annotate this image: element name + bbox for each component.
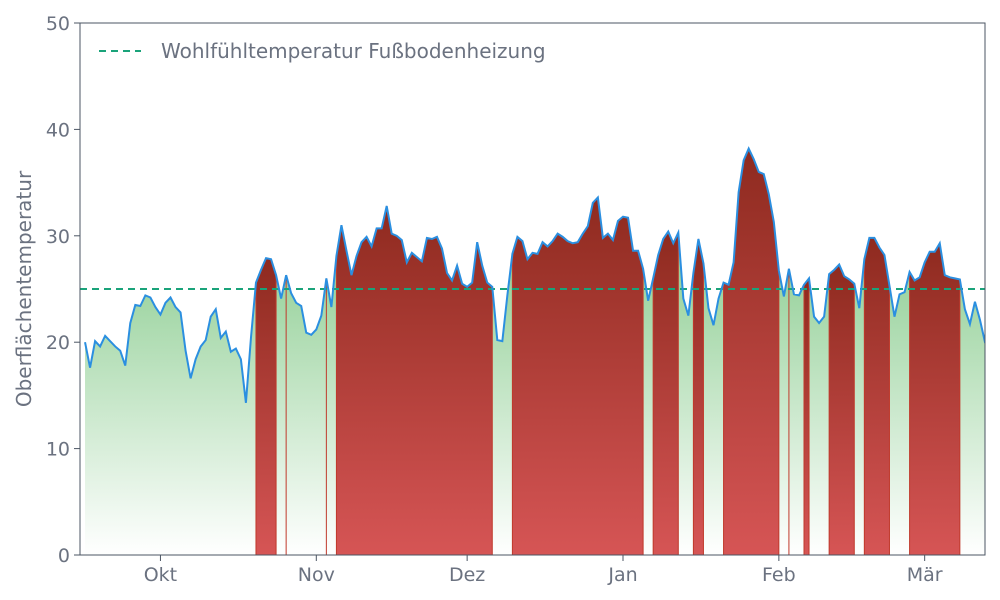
y-tick-label: 0: [58, 545, 70, 567]
y-tick-label: 40: [46, 119, 70, 141]
x-tick-label: Dez: [449, 564, 485, 586]
x-tick-label: Mär: [907, 564, 943, 586]
above-threshold-region: [863, 237, 890, 555]
legend: Wohlfühltemperatur Fußbodenheizung: [99, 39, 546, 63]
above-threshold-region: [255, 257, 277, 555]
x-tick-label: Nov: [298, 564, 335, 586]
y-axis-title: Oberflächentemperatur: [12, 170, 36, 407]
x-tick-label: Feb: [762, 564, 796, 586]
legend-threshold-label: Wohlfühltemperatur Fußbodenheizung: [161, 39, 546, 63]
y-axis: 0 10 20 30 40 50: [46, 13, 80, 567]
y-tick-label: 10: [46, 439, 70, 461]
series-line: [84, 146, 985, 403]
x-tick-label: Jan: [607, 564, 637, 586]
above-threshold-region: [692, 238, 704, 555]
area-above-threshold-group: [255, 147, 961, 555]
y-tick-label: 30: [46, 226, 70, 248]
y-tick-label: 50: [46, 13, 70, 35]
x-tick-label: Okt: [144, 564, 177, 586]
above-threshold-region: [909, 241, 961, 555]
above-threshold-region: [828, 263, 855, 555]
x-axis: Okt Nov Dez Jan Feb Mär: [144, 555, 943, 586]
y-tick-label: 20: [46, 332, 70, 354]
above-threshold-region: [652, 230, 679, 555]
above-threshold-region: [803, 276, 810, 555]
plot-frame: [79, 22, 986, 556]
